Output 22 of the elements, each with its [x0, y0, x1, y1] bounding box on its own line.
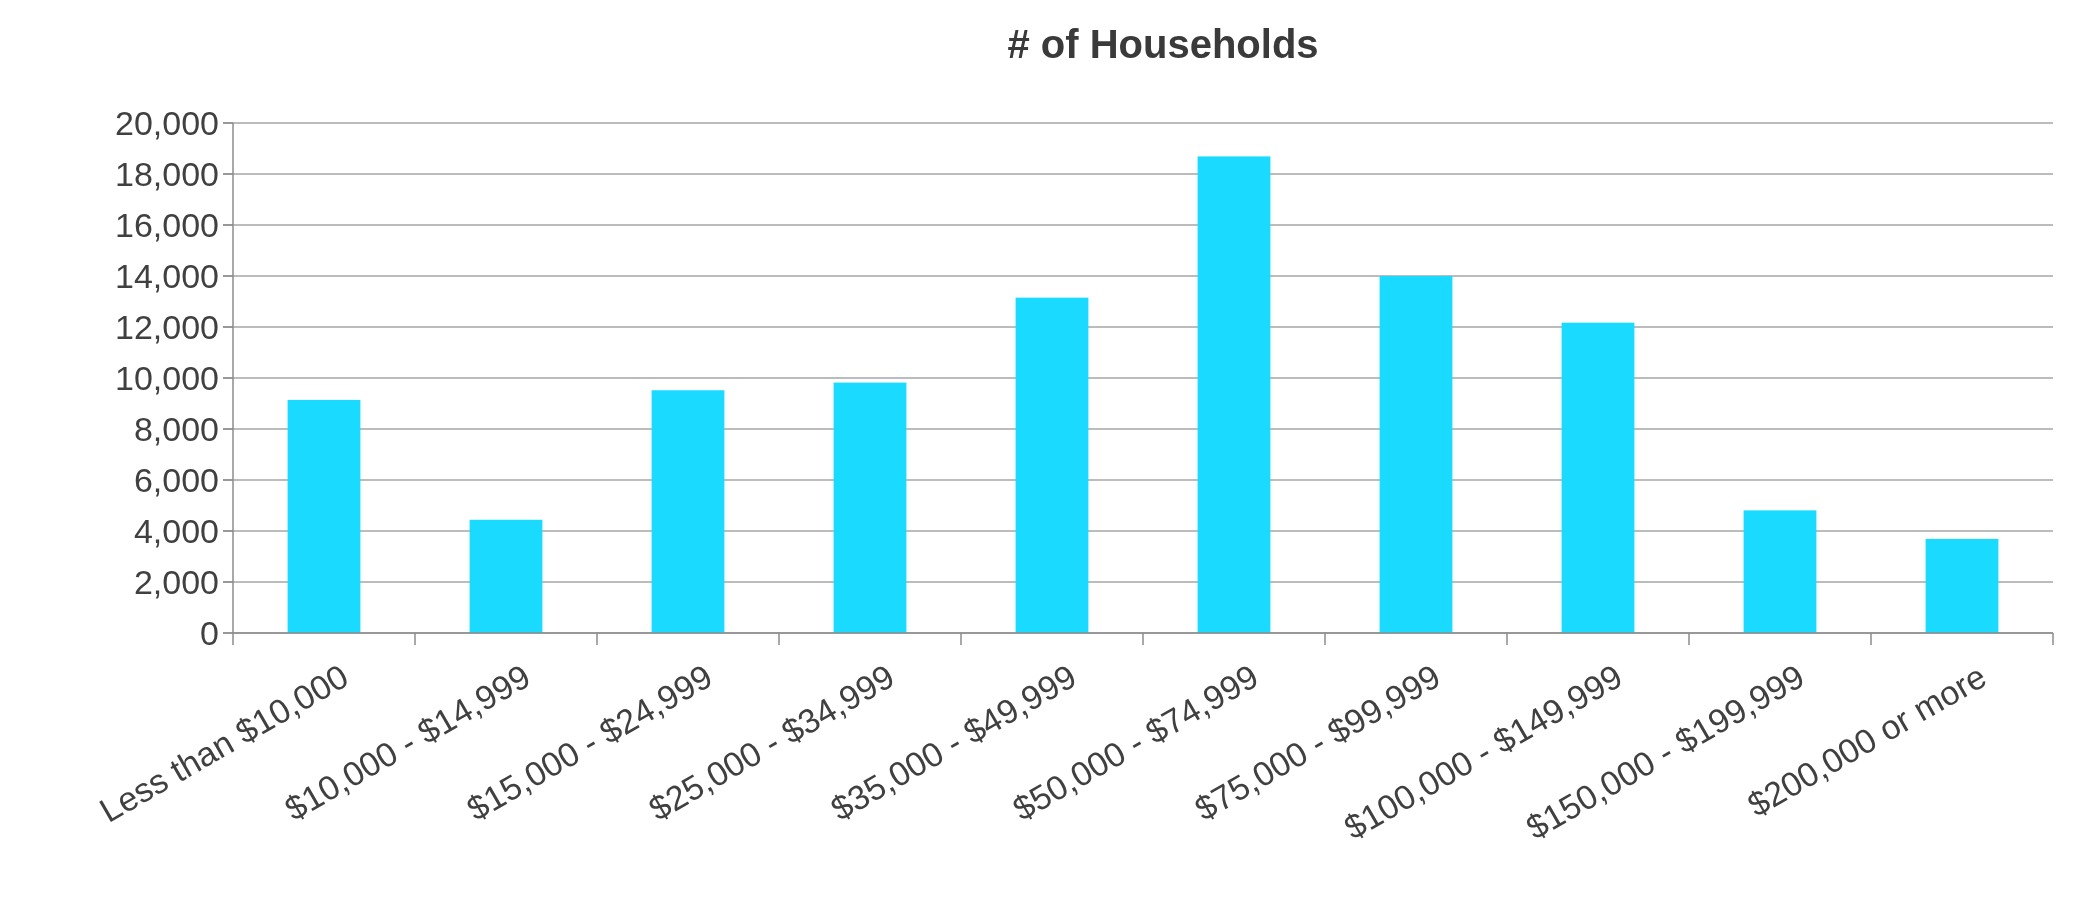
bar [1561, 322, 1635, 633]
y-tick-label: 10,000 [115, 358, 219, 397]
y-tick-label: 18,000 [115, 154, 219, 193]
bar [1197, 156, 1271, 633]
y-tick-label: 4,000 [133, 511, 219, 550]
y-tick-label: 20,000 [115, 103, 219, 142]
bar [287, 399, 361, 633]
bar [469, 519, 543, 633]
y-tick-label: 0 [200, 613, 219, 652]
bar [833, 382, 907, 633]
bar [1743, 510, 1817, 633]
bar [1379, 276, 1453, 633]
chart-title: # of Households [1007, 22, 1319, 66]
y-tick-label: 16,000 [115, 205, 219, 244]
bar [1015, 297, 1089, 633]
y-tick-label: 14,000 [115, 256, 219, 295]
y-tick-label: 12,000 [115, 307, 219, 346]
bar [1925, 538, 1999, 633]
y-tick-label: 6,000 [133, 460, 219, 499]
y-tick-label: 2,000 [133, 562, 219, 601]
y-tick-label: 8,000 [133, 409, 219, 448]
bar [651, 390, 725, 633]
